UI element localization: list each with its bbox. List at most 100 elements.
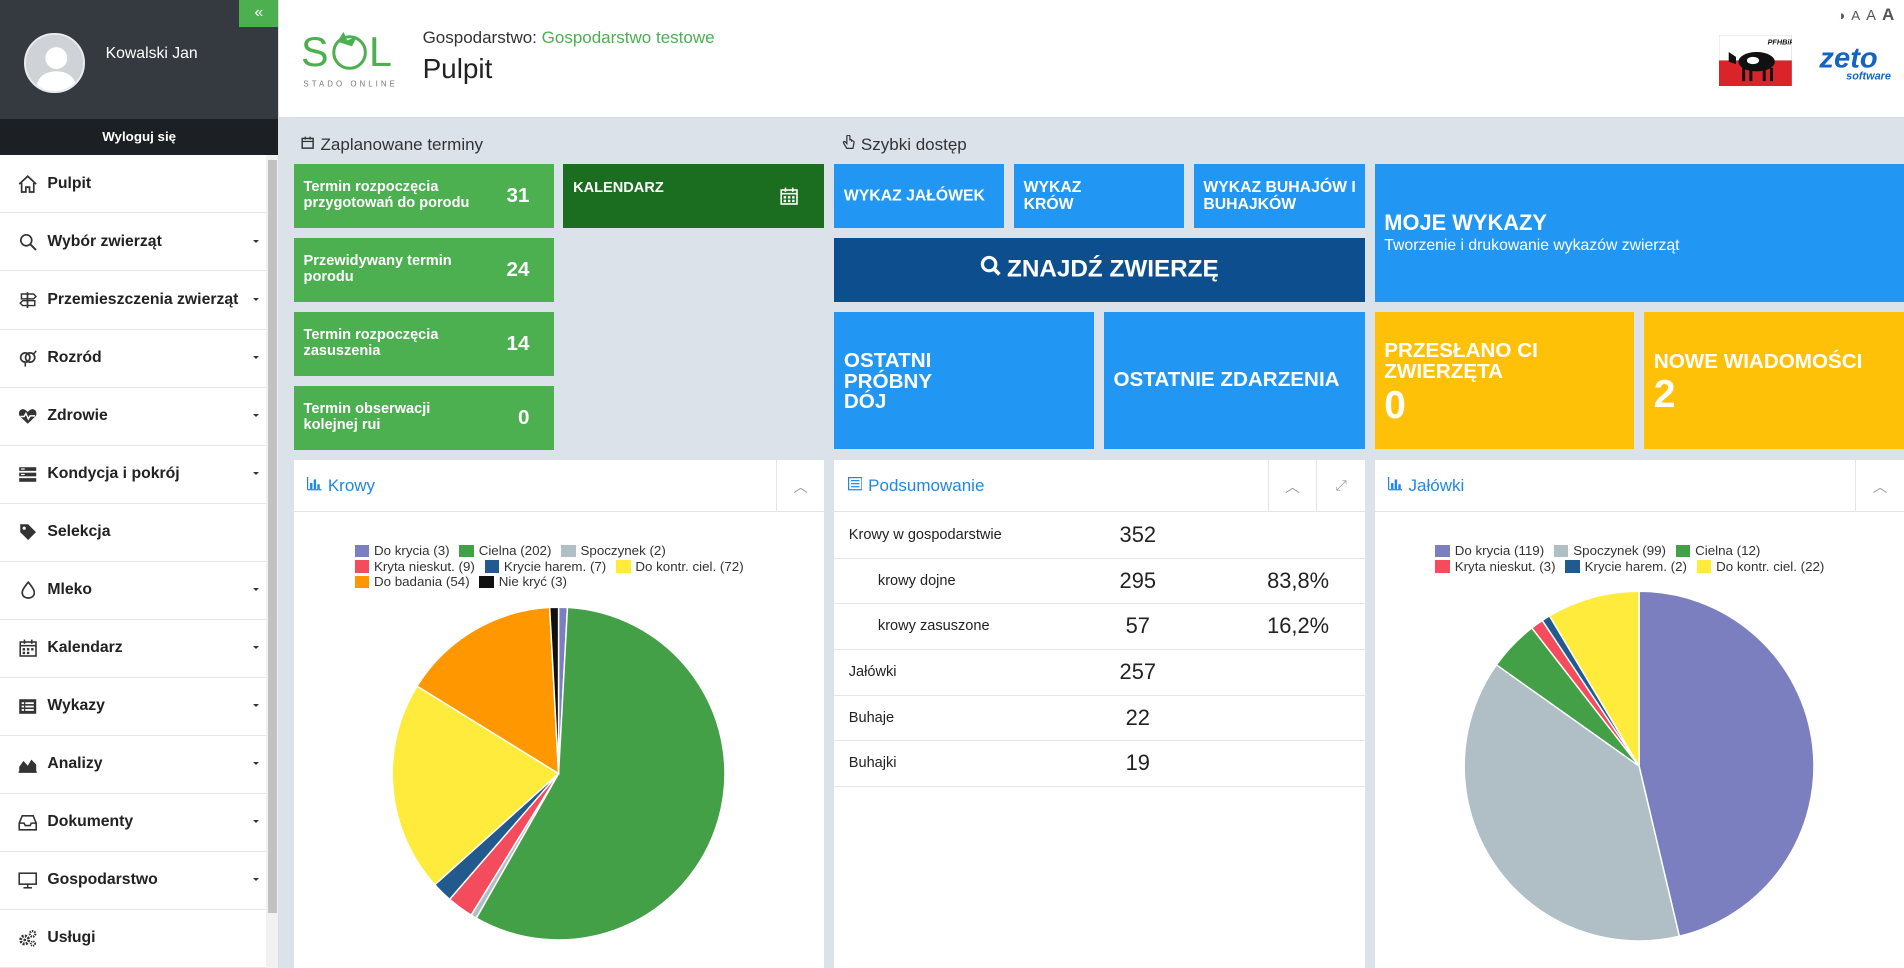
sidebar-item-area-chart[interactable]: Analizy [0, 736, 266, 794]
summary-row-label: Buhaje [848, 709, 895, 726]
pie-slice[interactable] [1638, 590, 1815, 938]
sent-animals-title: PRZESŁANO CI ZWIERZĘTA [1384, 339, 1538, 383]
legend-label: Do krycia (3) [373, 542, 450, 558]
legend-label: Kryta nieskut. (3) [1454, 558, 1556, 574]
heifers-pie-chart [1463, 590, 1815, 942]
legend-item[interactable]: Kryta nieskut. (3) [1435, 558, 1556, 575]
my-lists-tile[interactable]: MOJE WYKAZY Tworzenie i drukowanie wykaz… [1374, 163, 1904, 303]
legend-label: Krycie harem. (7) [503, 558, 607, 574]
heifers-list-tile[interactable]: WYKAZ JAŁÓWEK [834, 163, 1005, 229]
sidebar-item-home[interactable]: Pulpit [0, 155, 266, 214]
font-size-small-button[interactable]: A [1851, 7, 1861, 23]
legend-item[interactable]: Cielna (202) [459, 543, 551, 559]
new-messages-tile[interactable]: NOWE WIADOMOŚCI 2 [1644, 312, 1904, 450]
pie-slice[interactable] [391, 685, 560, 886]
schedule-tile-label: Termin rozpoczęcia przygotowań do porodu [303, 179, 470, 212]
legend-item[interactable]: Do badania (54) [354, 574, 470, 590]
schedule-tile-drying[interactable]: Termin rozpoczęcia zasuszenia 14 [293, 312, 554, 377]
legend-item[interactable]: Cielna (12) [1675, 543, 1760, 559]
legend-item[interactable]: Do kontr. ciel. (72) [615, 559, 744, 575]
calendar-tile[interactable]: KALENDARZ [563, 163, 825, 229]
cows-chart-legend: Do krycia (3) Cielna (202) Spoczynek (2) Kr… [354, 542, 744, 590]
sidebar-item-label: Wybór zwierząt [47, 232, 162, 250]
legend-label: Kryta nieskut. (9) [373, 558, 475, 574]
sidebar-item-search[interactable]: Wybór zwierząt [0, 213, 266, 272]
find-animal-button[interactable]: ZNAJDŹ ZWIERZĘ [834, 237, 1365, 303]
contrast-icon[interactable]: ◑ [1837, 7, 1846, 23]
legend-item[interactable]: Do kontr. ciel. (22) [1696, 559, 1824, 575]
gears-icon [17, 927, 39, 949]
svg-text:STADO ONLINE: STADO ONLINE [304, 79, 398, 88]
font-size-large-button[interactable]: A [1882, 4, 1895, 24]
caret-down-icon [252, 355, 259, 360]
sidebar-item-inbox[interactable]: Dokumenty [0, 794, 266, 852]
sidebar-item-drop[interactable]: Mleko [0, 562, 266, 620]
cows-list-tile[interactable]: WYKAZ KRÓW [1013, 163, 1184, 229]
cows-panel-collapse-button[interactable]: ︿ [775, 460, 825, 513]
legend-swatch [354, 544, 370, 557]
legend-item[interactable]: Krycie harem. (7) [484, 558, 607, 575]
find-animal-content: ZNAJDŹ ZWIERZĘ [834, 255, 1365, 284]
caret-down-icon [252, 239, 259, 244]
cows-pie-chart [391, 606, 726, 941]
my-lists-subtitle: Tworzenie i drukowanie wykazów zwierząt [1384, 236, 1680, 254]
sol-logo[interactable]: S L STADO ONLINE [301, 27, 401, 90]
font-size-medium-button[interactable]: A [1866, 7, 1876, 24]
pie-slice[interactable] [1548, 590, 1641, 769]
scrollbar-thumb[interactable] [268, 160, 277, 914]
zeto-logo[interactable]: zeto software [1817, 42, 1897, 82]
legend-item[interactable]: Spoczynek (2) [561, 543, 666, 559]
legend-item[interactable]: Do krycia (3) [354, 542, 450, 559]
pie-slice[interactable] [548, 606, 560, 774]
bar-chart-icon [307, 476, 322, 496]
logout-button[interactable]: Wyloguj się [0, 119, 279, 156]
summary-row-value: 295 [1119, 567, 1156, 593]
farm-prefix: Gospodarstwo: [422, 27, 537, 47]
summary-panel-collapse-button[interactable]: ︿ [1267, 460, 1317, 513]
pie-slice[interactable] [1463, 663, 1681, 942]
legend-swatch [1553, 544, 1569, 557]
sidebar-item-calendar[interactable]: Kalendarz [0, 620, 266, 678]
legend-item[interactable]: Kryta nieskut. (9) [354, 558, 475, 575]
schedule-tile-heat-observation[interactable]: Termin obserwacji kolejnej rui 0 [293, 386, 554, 451]
pfhbipm-logo[interactable]: PFHBiPM [1719, 34, 1802, 87]
sidebar-item-gender[interactable]: Rozród [0, 330, 266, 388]
sidebar-item-gears[interactable]: Usługi [0, 910, 266, 968]
last-test-milking-tile[interactable]: OSTATNI PRÓBNY DÓJ [834, 312, 1095, 450]
heifers-panel-collapse-button[interactable]: ︿ [1855, 460, 1904, 513]
bulls-list-label: WYKAZ BUHAJÓW I BUHAJKÓW [1203, 179, 1356, 214]
schedule-tile-birth-date[interactable]: Przewidywany termin porodu 24 [293, 237, 554, 303]
sidebar-scrollbar[interactable] [265, 155, 279, 968]
sidebar-item-signpost[interactable]: Przemieszczenia zwierząt [0, 271, 266, 330]
sidebar-item-monitor[interactable]: Gospodarstwo [0, 852, 266, 910]
last-events-tile[interactable]: OSTATNIE ZDARZENIA [1103, 312, 1365, 450]
caret-down-icon [252, 471, 259, 476]
summary-row-value: 22 [1125, 704, 1150, 730]
pie-slice[interactable] [475, 606, 726, 941]
bulls-list-tile[interactable]: WYKAZ BUHAJÓW I BUHAJKÓW [1193, 163, 1365, 229]
summary-panel-expand-button[interactable]: ⤢ [1316, 460, 1365, 513]
farm-name[interactable]: Gospodarstwo testowe [541, 27, 715, 47]
user-name: Kowalski Jan [105, 44, 198, 62]
caret-down-icon [252, 877, 259, 882]
sidebar-item-heartbeat[interactable]: Zdrowie [0, 388, 266, 446]
collapse-sidebar-button[interactable]: « [239, 0, 279, 27]
gender-icon [17, 347, 39, 369]
legend-item[interactable]: Do krycia (119) [1435, 543, 1544, 559]
sidebar-item-cards[interactable]: Kondycja i pokrój [0, 446, 266, 504]
legend-swatch [484, 560, 500, 573]
legend-item[interactable]: Krycie harem. (2) [1565, 559, 1687, 575]
sidebar-item-tag[interactable]: Selekcja [0, 504, 266, 562]
schedule-tile-birth-prep[interactable]: Termin rozpoczęcia przygotowań do porodu… [293, 163, 554, 229]
pie-slice[interactable] [416, 606, 560, 775]
heifers-panel: Jałówki ︿ Do krycia (119) Spoczynek (99) C… [1374, 460, 1904, 968]
sidebar-item-list[interactable]: Wykazy [0, 678, 266, 736]
bar-chart-icon [1387, 476, 1403, 496]
sidebar-item-label: Usługi [47, 929, 96, 947]
legend-item[interactable]: Nie kryć (3) [479, 574, 567, 590]
caret-down-icon [252, 297, 259, 302]
sent-animals-tile[interactable]: PRZESŁANO CI ZWIERZĘTA 0 [1374, 312, 1635, 450]
summary-panel-header: Podsumowanie [834, 460, 1365, 513]
legend-item[interactable]: Spoczynek (99) [1553, 543, 1666, 559]
calendar-icon [17, 637, 39, 659]
